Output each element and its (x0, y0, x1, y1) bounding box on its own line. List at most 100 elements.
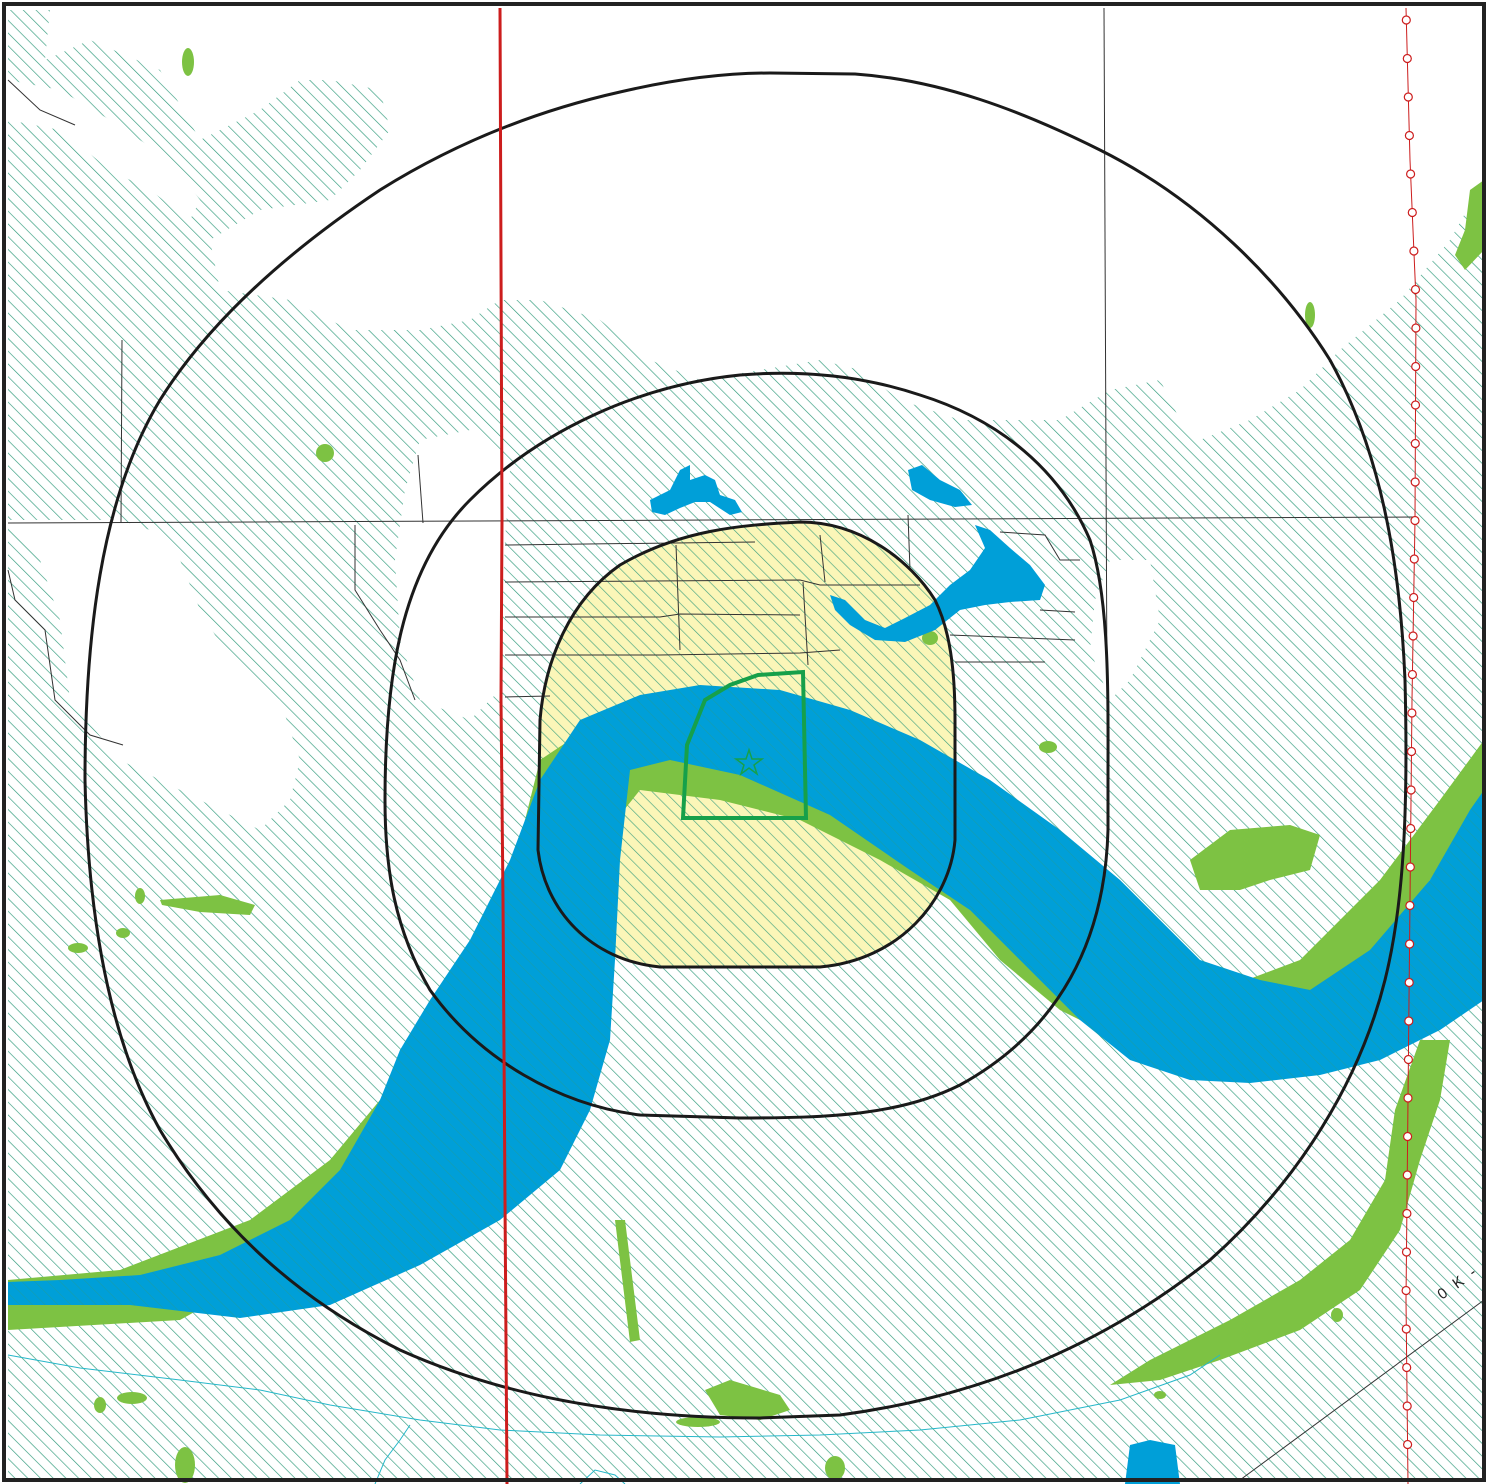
lake-north-1 (650, 465, 742, 515)
railway-marker (1405, 169, 1416, 179)
clearing-west (8, 520, 300, 830)
star-icon (733, 747, 765, 777)
wetland-dot-6 (135, 888, 145, 904)
railway-marker-line (1401, 7, 1421, 1484)
railway-marker (1406, 746, 1417, 757)
railway-marker (1408, 631, 1418, 641)
railway-marker (1402, 1170, 1412, 1180)
railway-marker (1409, 554, 1419, 564)
ring-outer (83, 71, 1408, 1420)
railway-marker (1404, 1016, 1414, 1026)
distance-rings (83, 71, 1408, 1420)
wetland-patch-south (705, 1380, 790, 1420)
wetland-east-bank (1110, 1040, 1450, 1385)
roads-layer (7, 7, 1485, 1481)
railway-marker (1406, 785, 1416, 795)
railway-marker (1409, 592, 1419, 603)
railway-marker (1405, 862, 1415, 872)
lake-north-2 (908, 465, 972, 507)
road-north-local (417, 454, 424, 524)
wetland-dot-3 (1305, 302, 1315, 328)
lake-east-arm (830, 525, 1045, 642)
road-trail-west (7, 569, 124, 746)
railway-marker (1410, 477, 1420, 487)
railway-marker (1410, 400, 1421, 410)
wetland-dot-14 (1154, 1391, 1166, 1399)
wetland-dot-10 (94, 1397, 106, 1413)
road-east-grid-3 (999, 531, 1080, 561)
railway-marker (1411, 361, 1421, 372)
railway-marker (1401, 1247, 1412, 1257)
road-grid-vert-3 (819, 534, 826, 583)
railway-marker-path (1405, 7, 1417, 1484)
wetland-dot-12 (825, 1456, 845, 1480)
road-diagonal-southeast (1239, 1299, 1485, 1481)
lakes-layer (650, 465, 1180, 1484)
wetland-dot-13 (1331, 1308, 1343, 1322)
railway-marker (1410, 438, 1420, 449)
railway-marker (1402, 1401, 1412, 1411)
wetland-dot-1 (316, 444, 334, 462)
road-east-vert (907, 514, 911, 571)
river-hatch (8, 685, 1484, 1318)
ring-middle (383, 371, 1110, 1120)
railway-marker (1405, 900, 1415, 911)
railway-marker (1402, 1362, 1412, 1373)
lake-south (1125, 1440, 1180, 1484)
ring-inner (536, 520, 957, 969)
road-grid-vert-1 (675, 544, 681, 651)
wetland-strip-south (615, 1220, 640, 1342)
clearing-center-north (395, 430, 510, 720)
road-east-west-main (7, 516, 1416, 524)
railway-marker (1402, 1439, 1413, 1450)
wetland-dot-15 (676, 1417, 720, 1427)
wetland-dot-4 (1039, 741, 1057, 753)
road-east-grid-4 (1039, 609, 1076, 613)
road-grid-4 (505, 649, 841, 656)
railway-marker (1401, 1285, 1411, 1296)
railway-marker (1410, 284, 1421, 295)
wetland-dot-11 (175, 1447, 195, 1483)
road-north-south-east (1103, 7, 1108, 691)
railway-marker (1401, 1324, 1411, 1334)
wetland-dot-2 (182, 48, 194, 76)
wetland-dot-9 (117, 1392, 147, 1404)
railway-marker (1404, 977, 1414, 988)
wetland-patch-northeast (1455, 180, 1484, 270)
railway-marker (1407, 207, 1417, 218)
railway-marker (1402, 53, 1412, 64)
road-northwest-bend (7, 79, 76, 126)
railway-marker (1406, 823, 1416, 834)
road-grid-2 (504, 579, 920, 586)
railway-marker (1403, 1054, 1414, 1065)
clearings-layer (8, 80, 1160, 830)
railway-marker (1410, 515, 1420, 526)
site-boundary (680, 669, 809, 820)
wetland-dot-5 (922, 631, 938, 645)
railway-marker (1402, 1208, 1412, 1219)
railway-marker (1403, 92, 1413, 102)
road-grid-vert-2 (802, 581, 809, 666)
wetland-dot-8 (116, 928, 130, 938)
road-grid-3 (505, 613, 801, 618)
stream-south (7, 1354, 1221, 1438)
railway-marker (1401, 15, 1411, 25)
railway-marker (1411, 323, 1421, 333)
stream-south-branch (374, 1424, 411, 1484)
road-east-grid-1 (949, 634, 1076, 641)
railway-marker (1404, 130, 1415, 141)
railway-line-west (498, 7, 509, 1484)
wetland-strip-west (160, 895, 255, 915)
railway-marker (1404, 939, 1415, 949)
railway-marker (1407, 708, 1417, 718)
road-west-local (120, 339, 123, 524)
road-trail-center (354, 525, 416, 701)
railway-marker (1409, 246, 1419, 256)
wetland-dot-7 (68, 943, 88, 953)
wetland-patch-east (1190, 825, 1320, 890)
railway-marker (1403, 1093, 1413, 1103)
road-grid-1 (504, 541, 756, 546)
